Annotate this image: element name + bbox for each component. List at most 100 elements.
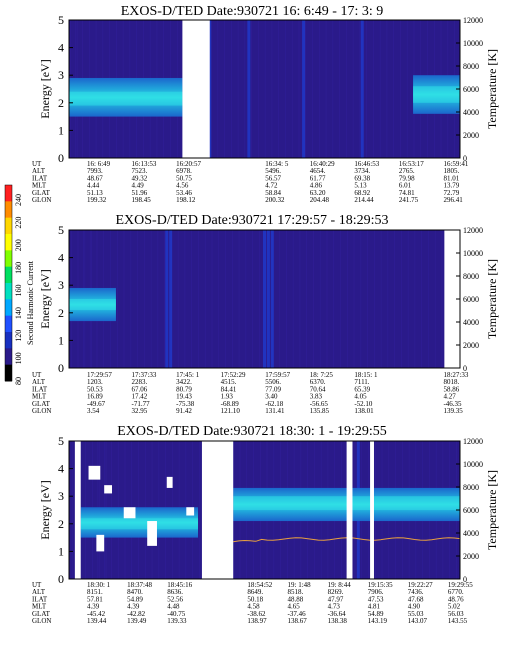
table-row-label: ILAT <box>32 595 48 603</box>
blank-cell <box>186 507 195 516</box>
table-cell: 18:54:52 <box>247 581 272 589</box>
y-tick-label: 2 <box>58 517 64 531</box>
panel-title: EXOS-D/TED Date:930721 18:30: 1 - 19:29:… <box>117 424 386 439</box>
table-row-label: ALT <box>32 378 46 386</box>
table-cell: 1203. <box>87 378 103 386</box>
table-cell: 143.55 <box>448 617 468 625</box>
table-cell: 3.54 <box>87 407 100 415</box>
table-cell: 8636. <box>167 588 183 596</box>
table-cell: 16:20:57 <box>176 160 201 168</box>
table-cell: 7111. <box>354 378 369 386</box>
table-cell: -52.10 <box>354 400 373 408</box>
table-cell: 18: 7:25 <box>310 371 334 379</box>
streak <box>169 230 173 368</box>
table-cell: 138.97 <box>247 617 267 625</box>
table-cell: 4.27 <box>443 393 456 401</box>
table-cell: 199.32 <box>87 196 107 204</box>
streak <box>270 230 274 368</box>
table-cell: 4.49 <box>132 182 145 190</box>
table-cell: 241.75 <box>399 196 419 204</box>
table-cell: 56.57 <box>265 174 281 182</box>
y-tick-label: 3 <box>58 489 64 503</box>
table-cell: 47.97 <box>328 595 344 603</box>
y2-tick-label: 10000 <box>463 39 483 48</box>
colorbar-tick-label: 240 <box>14 194 23 206</box>
table-cell: 8151. <box>87 588 103 596</box>
temperature-trace <box>233 537 461 543</box>
table-cell: 198.45 <box>132 196 152 204</box>
blank-cell <box>147 521 157 546</box>
table-cell: 7523. <box>132 167 148 175</box>
y2-tick-label: 0 <box>463 364 467 373</box>
table-cell: 47.53 <box>368 595 384 603</box>
table-row-label: ALT <box>32 588 46 596</box>
table-cell: 58.84 <box>265 189 281 197</box>
table-cell: 16:34: 5 <box>265 160 289 168</box>
table-cell: 54.89 <box>368 610 384 618</box>
y-tick-label: 2 <box>58 306 64 320</box>
panel-title: EXOS-D/TED Date:930721 16: 6:49 - 17: 3:… <box>121 4 383 19</box>
table-cell: 4.73 <box>328 603 341 611</box>
y2-tick-label: 6000 <box>463 506 479 515</box>
table-cell: 5.02 <box>448 603 461 611</box>
y-axis-label: Energy [eV] <box>38 59 52 118</box>
data-gap <box>74 441 81 579</box>
table-cell: 56.03 <box>448 610 464 618</box>
colorbar-tick-label: 180 <box>14 262 23 274</box>
table-row-label: UT <box>32 160 42 168</box>
table-cell: -36.64 <box>328 610 347 618</box>
table-cell: 2283. <box>132 378 148 386</box>
table-cell: 19: 1:48 <box>288 581 312 589</box>
streak <box>247 20 251 158</box>
table-cell: 91.42 <box>176 407 192 415</box>
table-cell: 6370. <box>310 378 326 386</box>
blank-cell <box>88 465 101 480</box>
energy-band-core <box>80 518 199 530</box>
table-cell: 8470. <box>127 588 143 596</box>
table-cell: 7906. <box>368 588 384 596</box>
table-cell: 18:45:16 <box>167 581 192 589</box>
table-cell: 70.64 <box>310 385 326 393</box>
y2-tick-label: 12000 <box>463 16 483 25</box>
y2-tick-label: 4000 <box>463 318 479 327</box>
table-cell: 8649. <box>247 588 263 596</box>
table-cell: 6770. <box>448 588 464 596</box>
table-cell: 8269. <box>328 588 344 596</box>
table-cell: 19: 8:44 <box>328 581 352 589</box>
table-cell: 7436. <box>408 588 424 596</box>
table-cell: -56.65 <box>310 400 329 408</box>
table-cell: 296.41 <box>443 196 463 204</box>
table-cell: 4.39 <box>127 603 140 611</box>
table-cell: 4654. <box>310 167 326 175</box>
table-cell: 51.13 <box>87 189 103 197</box>
y2-axis-label: Temperature [K] <box>485 49 499 129</box>
table-cell: 13.79 <box>443 182 459 190</box>
table-row-label: ILAT <box>32 385 48 393</box>
y-tick-label: 1 <box>58 123 64 137</box>
data-gap <box>370 441 374 579</box>
table-cell: -38.62 <box>247 610 266 618</box>
table-cell: 2765. <box>399 167 415 175</box>
table-cell: -62.18 <box>265 400 284 408</box>
table-cell: 50.53 <box>87 385 103 393</box>
y2-tick-label: 2000 <box>463 552 479 561</box>
data-gap <box>182 20 210 158</box>
table-cell: 50.75 <box>176 174 192 182</box>
table-cell: 16:46:53 <box>354 160 379 168</box>
table-cell: 4.90 <box>408 603 421 611</box>
table-cell: 19:29:55 <box>448 581 473 589</box>
colorbar-segment <box>5 364 12 382</box>
table-cell: 8518. <box>288 588 304 596</box>
table-cell: -46.35 <box>443 400 462 408</box>
y2-tick-label: 0 <box>463 575 467 584</box>
table-cell: 51.96 <box>132 189 148 197</box>
table-cell: 3.40 <box>265 393 278 401</box>
table-cell: 143.07 <box>408 617 428 625</box>
colorbar-segment <box>5 234 12 251</box>
table-cell: 4.72 <box>265 182 278 190</box>
y-tick-label: 4 <box>58 41 64 55</box>
table-cell: -40.75 <box>167 610 186 618</box>
colorbar-segment <box>5 217 12 235</box>
table-cell: 50.18 <box>247 595 263 603</box>
blank-cell <box>123 507 136 519</box>
